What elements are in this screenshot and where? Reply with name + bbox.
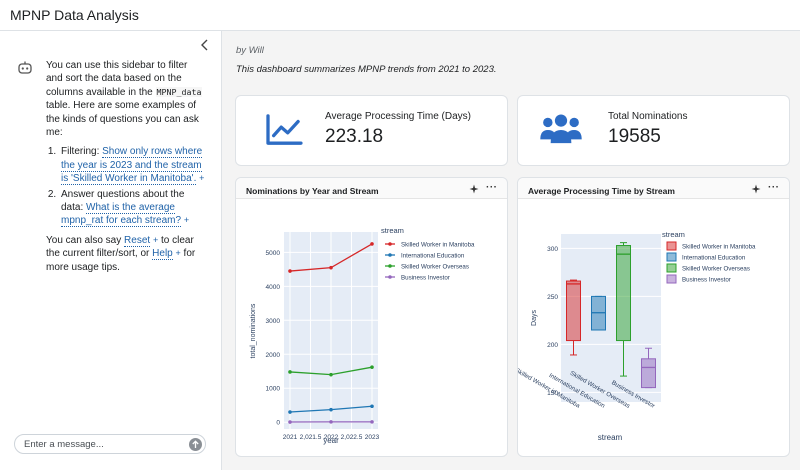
legend-label[interactable]: Skilled Worker Overseas [401, 263, 469, 270]
chart-title: Nominations by Year and Stream [246, 186, 379, 196]
legend-marker [388, 242, 392, 246]
box-body [616, 245, 631, 342]
data-point [329, 407, 333, 412]
value-box-label: Average Processing Time (Days) [325, 111, 471, 122]
x-tick-label: 2,022.5 [341, 434, 363, 441]
legend-title: stream [381, 226, 404, 235]
byline: by Will [236, 45, 264, 56]
legend-label[interactable]: Skilled Worker Overseas [682, 265, 750, 272]
data-point [329, 372, 333, 377]
y-tick-label: 0 [276, 420, 280, 427]
value-box-label: Total Nominations [608, 111, 688, 122]
x-tick-label: 2021 [283, 434, 298, 441]
plus-icon: + [199, 173, 205, 184]
data-point [288, 420, 292, 424]
data-point [370, 242, 374, 246]
y-tick-label: 5000 [266, 250, 281, 257]
x-tick-label: 2,021.5 [300, 434, 322, 441]
legend-label[interactable]: International Education [401, 252, 465, 259]
box-body [641, 358, 656, 389]
legend-swatch[interactable] [666, 263, 677, 273]
legend-label[interactable]: Business Investor [682, 276, 731, 283]
sparkle-icon[interactable] [469, 184, 479, 194]
people-icon [540, 114, 582, 144]
message-box [14, 434, 206, 454]
legend-label[interactable]: Skilled Worker in Manitoba [682, 243, 756, 250]
x-tick-label: 2022 [324, 434, 339, 441]
arrow-up-icon [192, 440, 199, 448]
x-tick-label: 2023 [365, 434, 380, 441]
sidebar: You can use this sidebar to filter and s… [0, 31, 222, 470]
list-item: Answer questions about the data: What is… [59, 188, 206, 228]
legend-label[interactable]: International Education [682, 254, 746, 261]
y-tick-label: 2000 [266, 352, 281, 359]
chat-footer: You can also say Reset + to clear the cu… [46, 234, 196, 273]
reset-link[interactable]: Reset [124, 234, 151, 247]
legend-label[interactable]: Skilled Worker in Manitoba [401, 241, 475, 248]
chat-bot-icon [18, 61, 32, 74]
suggestion-filter-link[interactable]: Show only rows where the year is 2023 an… [61, 146, 203, 186]
y-tick-label: 4000 [266, 284, 281, 291]
legend-swatch[interactable] [666, 274, 677, 284]
table-name-code: MPNP_data [155, 86, 203, 97]
plus-icon: + [183, 215, 190, 226]
data-point [329, 265, 333, 270]
data-point [329, 420, 333, 424]
chat-intro: You can use this sidebar to filter and s… [46, 60, 203, 139]
card-menu-icon[interactable]: ··· [768, 182, 780, 193]
value-box-value: 223.18 [325, 126, 384, 147]
list-item: Filtering: Show only rows where the year… [59, 145, 206, 186]
dashboard-description: This dashboard summarizes MPNP trends fr… [236, 64, 497, 75]
legend-marker [388, 253, 392, 257]
message-input[interactable] [24, 438, 184, 451]
plus-icon: + [152, 234, 159, 245]
suggestion-question-link[interactable]: What is the average mpnp_rat for each st… [61, 202, 182, 228]
value-box-value: 19585 [608, 126, 661, 147]
y-axis-title: total_nominations [250, 303, 257, 358]
data-point [370, 420, 374, 424]
chat-message: You can use this sidebar to filter and s… [46, 59, 206, 280]
y-tick-label: 250 [547, 294, 558, 301]
chart-card-nominations: Nominations by Year and Stream ··· 0 1000… [235, 177, 508, 457]
data-point [370, 404, 374, 409]
chart-title: Average Processing Time by Stream [528, 186, 675, 196]
value-box-total-nominations: Total Nominations 19585 [517, 95, 790, 166]
y-tick-label: 1000 [266, 386, 281, 393]
y-tick-label: 150 [547, 390, 558, 397]
legend-swatch[interactable] [666, 241, 677, 251]
x-axis-title: stream [598, 433, 623, 442]
nominations-line-chart: 0 1000 2000 3000 4000 5000 2021 2,021.5 2022 2,02… [250, 226, 475, 445]
y-axis-title: Days [531, 310, 538, 326]
collapse-sidebar-icon[interactable] [198, 38, 212, 52]
line-chart-icon [266, 114, 303, 145]
chart-card-processing-time: Average Processing Time by Stream ··· 15… [517, 177, 790, 457]
box-body [566, 280, 581, 342]
y-tick-label: 300 [547, 246, 558, 253]
sparkle-icon[interactable] [751, 184, 761, 194]
y-tick-label: 3000 [266, 318, 281, 325]
data-point [288, 269, 292, 273]
legend-swatch[interactable] [666, 252, 677, 262]
x-axis-title: year [323, 436, 339, 445]
chart-card-header [236, 178, 507, 199]
data-point [370, 365, 374, 369]
card-menu-icon[interactable]: ··· [486, 182, 498, 193]
send-button[interactable] [189, 438, 202, 451]
data-point [288, 370, 292, 374]
legend-marker [388, 264, 392, 268]
legend-title: stream [662, 230, 685, 239]
y-tick-label: 200 [547, 342, 558, 349]
example-list: Filtering: Show only rows where the year… [46, 145, 206, 228]
legend-label[interactable]: Business Investor [401, 274, 450, 281]
app-header: MPNP Data Analysis [0, 0, 800, 31]
legend-marker [388, 275, 392, 279]
plus-icon: + [175, 248, 181, 259]
value-box-processing-time: Average Processing Time (Days) 223.18 [235, 95, 508, 166]
processing-time-box-chart: 150 200 250 300 Skilled Worker in Manitoba In… [518, 230, 756, 442]
app-title: MPNP Data Analysis [10, 7, 139, 23]
help-link[interactable]: Help [152, 248, 173, 261]
chart-card-header [518, 178, 789, 199]
data-point [288, 410, 292, 414]
